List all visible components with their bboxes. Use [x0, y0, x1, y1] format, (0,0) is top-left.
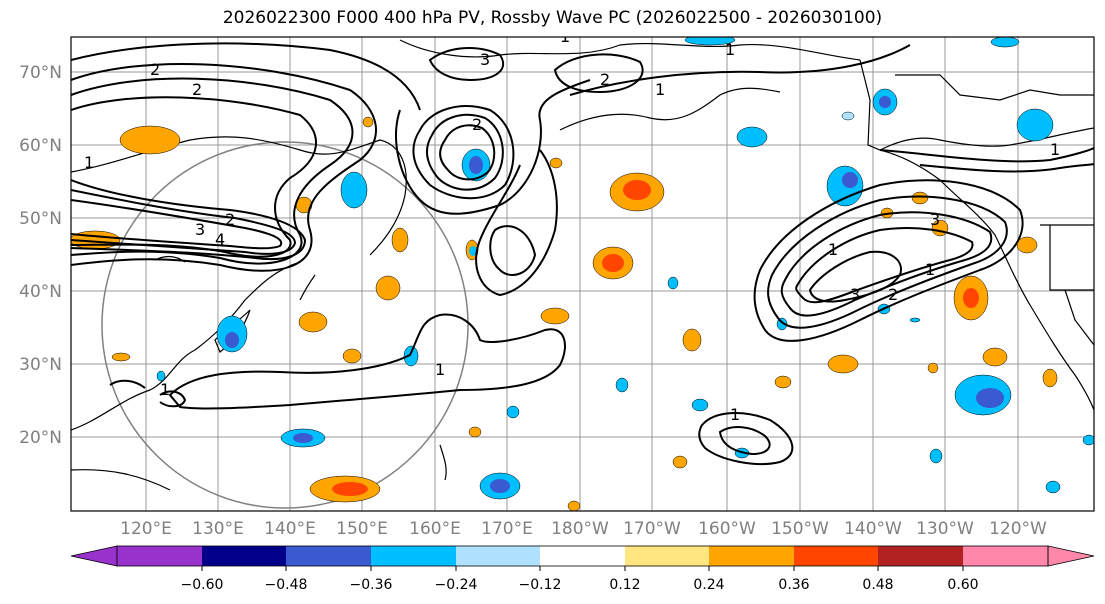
svg-text:3: 3 [195, 220, 205, 239]
svg-text:1: 1 [435, 360, 445, 379]
svg-text:0.36: 0.36 [778, 577, 809, 593]
svg-text:2: 2 [888, 285, 898, 304]
svg-text:160°E: 160°E [409, 519, 461, 539]
svg-text:4: 4 [215, 230, 225, 249]
svg-text:2: 2 [472, 115, 482, 134]
svg-text:−0.36: −0.36 [350, 577, 393, 593]
colorbar-extend-high [1047, 545, 1095, 567]
svg-text:140°E: 140°E [264, 519, 316, 539]
svg-text:0.60: 0.60 [947, 577, 978, 593]
svg-text:3: 3 [930, 210, 940, 229]
pv-anomalies [71, 37, 1094, 511]
svg-text:180°W: 180°W [551, 519, 609, 539]
latitude-labels: 70°N 60°N 50°N 40°N 30°N 20°N [19, 63, 62, 448]
svg-text:20°N: 20°N [19, 428, 62, 448]
svg-text:1: 1 [655, 80, 665, 99]
svg-text:60°N: 60°N [19, 136, 62, 156]
svg-text:2: 2 [192, 80, 202, 99]
contours [71, 42, 1094, 466]
svg-text:3: 3 [480, 50, 490, 69]
svg-text:1: 1 [725, 40, 735, 59]
svg-text:130°E: 130°E [192, 519, 244, 539]
svg-text:150°W: 150°W [771, 519, 829, 539]
svg-text:40°N: 40°N [19, 282, 62, 302]
svg-text:50°N: 50°N [19, 209, 62, 229]
svg-text:1: 1 [828, 240, 838, 259]
svg-text:−0.48: −0.48 [265, 577, 308, 593]
svg-text:2: 2 [150, 60, 160, 79]
svg-text:130°W: 130°W [916, 519, 974, 539]
svg-text:120°E: 120°E [120, 519, 172, 539]
svg-text:120°W: 120°W [989, 519, 1047, 539]
colorbar-extend-low [70, 545, 118, 567]
svg-text:30°N: 30°N [19, 355, 62, 375]
svg-text:1: 1 [925, 260, 935, 279]
map-frame [70, 36, 1095, 512]
svg-text:2: 2 [225, 210, 235, 229]
svg-text:160°W: 160°W [698, 519, 756, 539]
svg-text:170°E: 170°E [481, 519, 533, 539]
svg-text:−0.12: −0.12 [519, 577, 562, 593]
colorbar: −0.60 −0.48 −0.36 −0.24 −0.12 0.12 0.24 … [70, 545, 1095, 593]
svg-text:−0.24: −0.24 [435, 577, 478, 593]
svg-text:70°N: 70°N [19, 63, 62, 83]
svg-text:−0.60: −0.60 [181, 577, 224, 593]
svg-text:1: 1 [730, 405, 740, 424]
svg-text:150°E: 150°E [336, 519, 388, 539]
map-title: 2026022300 F000 400 hPa PV, Rossby Wave … [222, 8, 883, 28]
svg-text:0.24: 0.24 [693, 577, 724, 593]
svg-text:1: 1 [1050, 140, 1060, 159]
svg-text:0.12: 0.12 [609, 577, 640, 593]
contour-labels: 2 2 2 2 2 3 3 4 1 1 1 1 1 1 1 1 1 3 2 3 … [84, 27, 1060, 424]
svg-text:2: 2 [600, 70, 610, 89]
svg-text:1: 1 [560, 27, 570, 46]
svg-text:1: 1 [160, 380, 170, 399]
svg-text:3: 3 [850, 285, 860, 304]
longitude-labels: 120°E 130°E 140°E 150°E 160°E 170°E 180°… [120, 519, 1047, 539]
colorbar-ticks: −0.60 −0.48 −0.36 −0.24 −0.12 0.12 0.24 … [181, 577, 979, 593]
svg-text:0.48: 0.48 [862, 577, 893, 593]
reference-circle [101, 141, 469, 509]
svg-text:170°W: 170°W [623, 519, 681, 539]
svg-text:1: 1 [84, 153, 94, 172]
svg-text:140°W: 140°W [844, 519, 902, 539]
map-panel [71, 37, 1094, 511]
